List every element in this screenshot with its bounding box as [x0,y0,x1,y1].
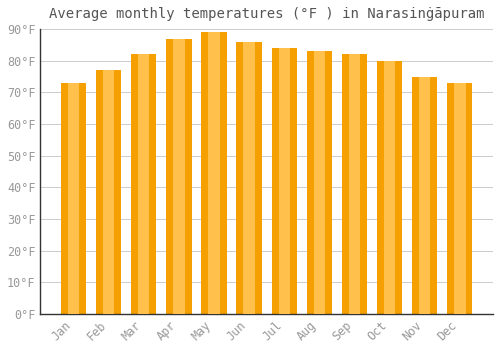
Bar [208,32,220,314]
Bar [68,83,79,314]
Bar [96,70,122,314]
Bar [244,42,255,314]
Bar [454,83,466,314]
Bar [377,61,402,314]
Bar [131,54,156,314]
Bar [236,42,262,314]
Bar [447,83,472,314]
Bar [342,54,367,314]
Bar [272,48,297,314]
Bar [103,70,115,314]
Bar [202,32,226,314]
Bar [306,51,332,314]
Bar [61,83,86,314]
Bar [173,38,184,314]
Bar [419,77,430,314]
Bar [278,48,290,314]
Bar [384,61,396,314]
Bar [314,51,325,314]
Bar [166,38,192,314]
Bar [138,54,149,314]
Title: Average monthly temperatures (°F ) in Narasinġāpuram: Average monthly temperatures (°F ) in Na… [49,7,484,21]
Bar [412,77,438,314]
Bar [349,54,360,314]
